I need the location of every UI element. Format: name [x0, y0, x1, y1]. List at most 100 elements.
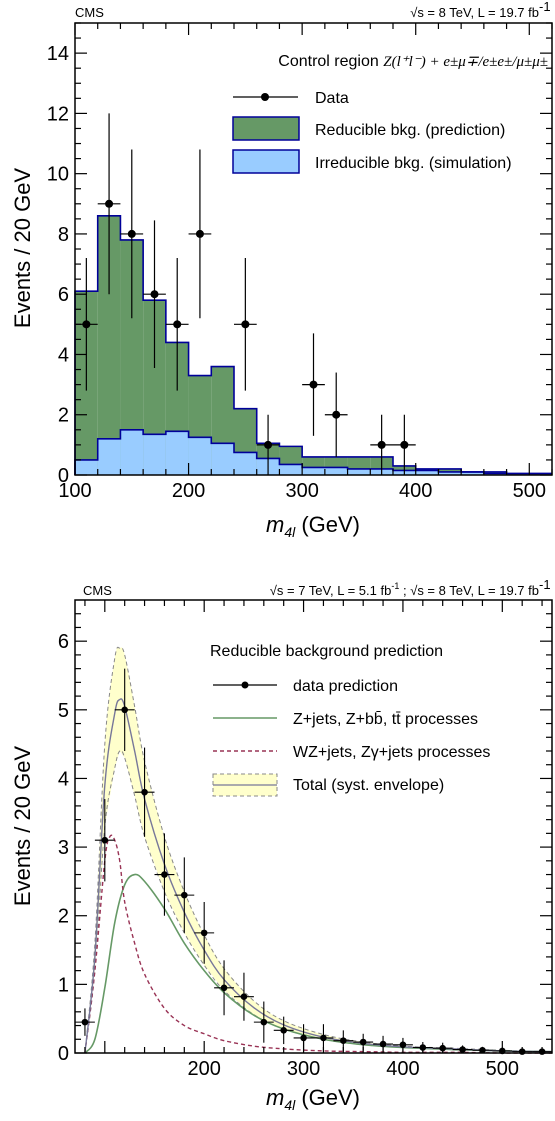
prediction-point — [220, 984, 228, 992]
irreducible-bin — [165, 431, 189, 475]
y-tick-label: 6 — [58, 631, 69, 653]
legend-zjets-label: Z+jets, Z+bb̄, tt̄ processes — [293, 711, 478, 728]
irreducible-bin — [97, 438, 121, 475]
total-envelope-lower — [84, 749, 553, 1054]
cms-label-bottom: CMS — [83, 583, 112, 598]
y-tick-label: 0 — [58, 1043, 69, 1065]
irreducible-bin — [461, 471, 484, 475]
legend-prediction-label: data prediction — [293, 678, 398, 695]
y-tick-label: 6 — [58, 284, 69, 306]
data-point — [400, 440, 409, 449]
wzjets-curve — [84, 834, 553, 1054]
reducible-prediction-marks — [75, 646, 553, 1055]
prediction-point — [260, 1018, 268, 1026]
prediction-point — [300, 1034, 307, 1042]
irreducible-bin — [302, 467, 325, 475]
y-tick-label: 2 — [58, 405, 69, 427]
irreducible-bin — [415, 470, 439, 475]
reducible-prediction-legend: Reducible background prediction data pre… — [210, 643, 490, 797]
data-point — [82, 320, 91, 329]
data-point — [195, 229, 204, 238]
y-tick-label: 5 — [58, 700, 69, 722]
control-region-marks — [74, 113, 552, 475]
data-point — [173, 320, 182, 329]
prediction-point — [81, 1018, 89, 1026]
reducible-bin — [97, 215, 121, 475]
data-point — [377, 440, 386, 449]
irreducible-bin — [120, 429, 144, 475]
reducible-prediction-panel: 0 1 2 3 4 5 6 200 300 400 500 CMS √s = 7 TeV, L = … — [10, 577, 553, 1113]
data-point — [150, 290, 159, 299]
prediction-point — [101, 836, 109, 844]
legend-title: Control region Z(l⁺l⁻) + e±μ∓/e±e±/μ±μ± — [278, 53, 548, 70]
data-point — [105, 199, 114, 208]
irreducible-bin — [234, 452, 257, 475]
legend-wzjets-label: WZ+jets, Zγ+jets processes — [293, 744, 490, 761]
prediction-point — [240, 993, 248, 1001]
data-point — [241, 320, 250, 329]
reducible-bin — [120, 239, 144, 475]
reducible-outline — [74, 215, 552, 475]
prediction-point — [340, 1037, 347, 1044]
legend-data-marker — [261, 93, 269, 101]
y-tick-label: 8 — [58, 224, 69, 246]
total-envelope-band — [84, 647, 552, 1053]
reducible-bin — [143, 300, 166, 475]
total-envelope-upper — [84, 646, 553, 1054]
x-tick-label: 400 — [399, 480, 432, 502]
legend-title-bottom: Reducible background prediction — [210, 643, 443, 660]
legend-reducible-label: Reducible bkg. (prediction) — [315, 122, 505, 139]
prediction-point — [121, 706, 128, 714]
control-region-ticks: 0 2 4 6 8 10 12 14 100 200 300 400 500 — [47, 22, 553, 502]
y-tick-label: 2 — [58, 906, 69, 928]
x-tick-label: 100 — [58, 480, 91, 502]
y-tick-label: 10 — [47, 164, 69, 186]
x-tick-label: 200 — [172, 480, 205, 502]
x-axis-label: m4l (GeV) — [266, 512, 360, 540]
data-point — [127, 229, 136, 238]
energy-label-bottom: √s = 7 TeV, L = 5.1 fb-1 ; √s = 8 TeV, L… — [270, 581, 539, 598]
control-region-legend: Control region Z(l⁺l⁻) + e±μ∓/e±e±/μ±μ± … — [232, 53, 548, 174]
legend-irreducible-label: Irreducible bkg. (simulation) — [315, 155, 512, 172]
legend-data-label: Data — [315, 90, 349, 107]
y-tick-label: 3 — [58, 837, 69, 859]
y-tick-label: 0 — [58, 465, 69, 487]
legend-prediction-marker — [241, 681, 249, 689]
prediction-point — [320, 1034, 327, 1042]
prediction-point — [280, 1027, 287, 1034]
y-tick-label: 4 — [58, 768, 69, 790]
irreducible-bin — [211, 443, 234, 475]
zjets-curve — [84, 873, 553, 1054]
irreducible-bin — [438, 471, 462, 475]
prediction-point — [200, 929, 208, 937]
reducible-prediction-frame — [74, 599, 553, 1054]
data-point — [264, 440, 273, 449]
cms-label: CMS — [75, 5, 104, 20]
x-tick-label: 300 — [287, 1058, 320, 1080]
x-tick-label: 500 — [513, 480, 546, 502]
x-tick-label: 500 — [486, 1058, 519, 1080]
irreducible-bin — [75, 459, 98, 475]
y-tick-label: 1 — [58, 974, 69, 996]
prediction-point — [161, 871, 168, 878]
y-axis-label: Events / 20 GeV — [10, 168, 35, 329]
irreducible-bin — [279, 464, 303, 475]
prediction-point — [359, 1038, 367, 1046]
y-axis-label-bottom: Events / 20 GeV — [10, 746, 35, 907]
data-point — [309, 380, 318, 389]
reducible-prediction-ticks: 0 1 2 3 4 5 6 200 300 400 500 — [58, 600, 552, 1080]
control-region-panel: 0 2 4 6 8 10 12 14 100 200 300 400 500 CMS √s = 8 Te… — [10, 0, 553, 540]
irreducible-bin — [143, 434, 166, 475]
energy-sup-bottom: -1 — [539, 577, 551, 592]
x-axis-label-bottom: m4l (GeV) — [266, 1085, 360, 1113]
energy-label: √s = 8 TeV, L = 19.7 fb — [410, 5, 539, 20]
x-tick-label: 300 — [285, 480, 318, 502]
y-tick-label: 4 — [58, 344, 69, 366]
irreducible-bin — [347, 468, 371, 475]
irreducible-bin — [324, 467, 348, 475]
x-tick-label: 200 — [188, 1058, 221, 1080]
energy-sup: -1 — [539, 0, 551, 14]
irreducible-bin — [188, 437, 212, 475]
prediction-point — [379, 1040, 387, 1048]
